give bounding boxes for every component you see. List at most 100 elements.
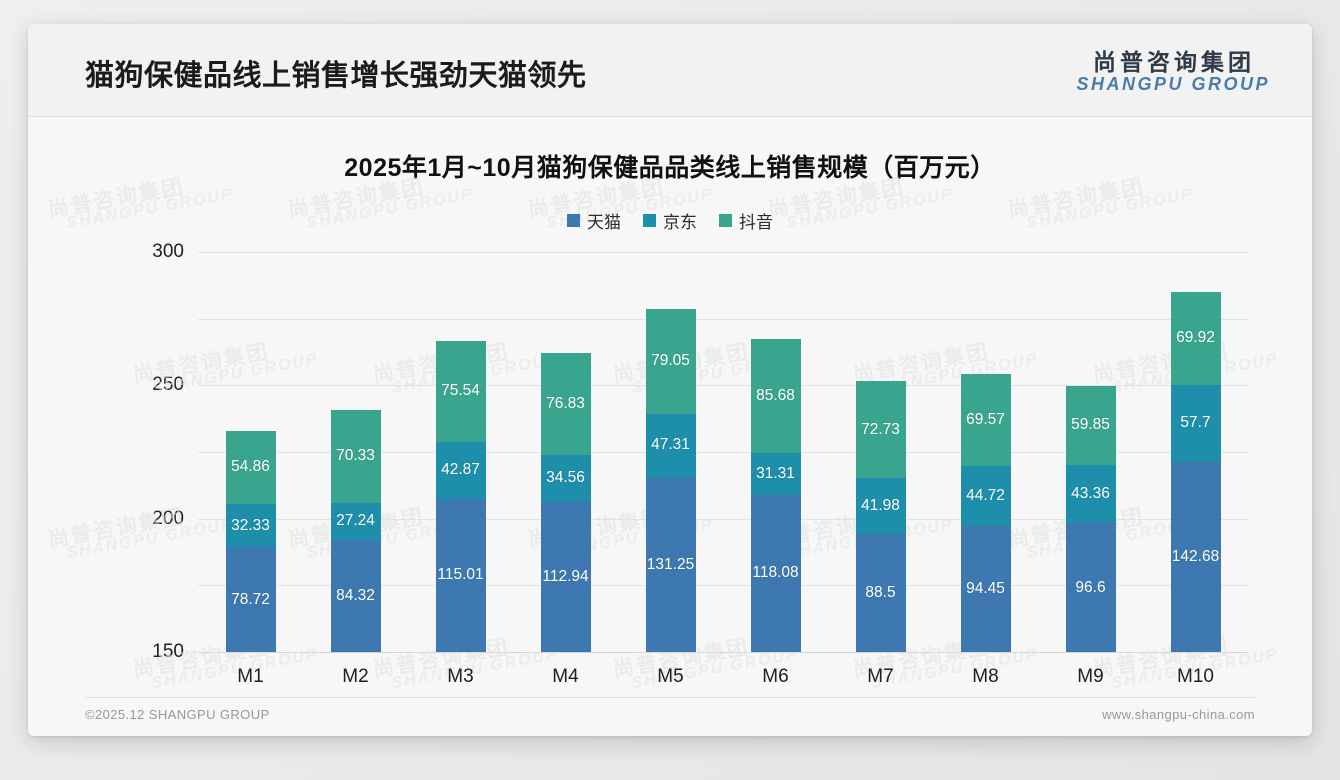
x-axis-tick-label: M10 [1177, 666, 1214, 687]
bar-segment-抖音[interactable]: 69.92 [1170, 291, 1221, 385]
bar-segment-天猫[interactable]: 112.94 [540, 501, 591, 652]
x-axis-tick-label: M9 [1077, 666, 1104, 687]
bar-group[interactable]: 72.73 41.98 88.5 M7 [855, 252, 906, 687]
y-axis-tick-label: 250 [152, 374, 184, 396]
bar-value-label: 47.31 [651, 436, 690, 454]
bar-group[interactable]: 59.85 43.36 96.6 M9 [1065, 252, 1116, 687]
bar-segment-京东[interactable]: 47.31 [645, 413, 696, 477]
legend-label: 京东 [663, 213, 697, 232]
gridline: 0 [198, 652, 1248, 653]
x-axis-tick-label: M2 [342, 666, 369, 687]
legend-item-京东[interactable]: 京东 [643, 208, 697, 233]
bar-value-label: 131.25 [646, 555, 695, 573]
x-axis-tick-label: M8 [972, 666, 999, 687]
bar-group[interactable]: 54.86 32.33 78.72 M1 [225, 252, 276, 687]
bar-segment-京东[interactable]: 27.24 [330, 503, 381, 540]
x-axis-tick-label: M4 [552, 666, 579, 687]
gridline: 300 [152, 241, 1248, 262]
legend-label: 天猫 [587, 213, 621, 232]
footer-copyright: ©2025.12 SHANGPU GROUP [85, 707, 270, 722]
legend-label: 抖音 [739, 213, 773, 232]
y-axis-tick-label: 200 [152, 507, 184, 529]
bar-group[interactable]: 79.05 47.31 131.25 M5 [645, 252, 696, 687]
brand-name-cn: 尚普咨询集团 [1092, 49, 1255, 75]
bar-group[interactable]: 76.83 34.56 112.94 M4 [540, 252, 591, 687]
bar-segment-天猫[interactable]: 84.32 [330, 539, 381, 652]
header-divider [28, 116, 1312, 117]
bar-segment-抖音[interactable]: 54.86 [225, 430, 276, 504]
bar-value-label: 88.5 [865, 584, 896, 601]
bar-value-label: 79.05 [651, 352, 690, 370]
bar-segment-京东[interactable]: 34.56 [540, 455, 591, 502]
bar-segment-抖音[interactable]: 59.85 [1065, 385, 1116, 466]
slide-header: 猫狗保健品线上销售增长强劲天猫领先 尚普咨询集团 SHANGPU GROUP [28, 24, 1312, 116]
chart-bars: 54.86 32.33 78.72 M1 70.33 27.24 84.32 M2 75.54 4… [198, 252, 1248, 687]
bar-group[interactable]: 69.57 44.72 94.45 M8 [960, 252, 1011, 687]
bar-value-label: 115.01 [437, 566, 484, 584]
y-axis-tick-label: 300 [152, 241, 184, 262]
legend-swatch-icon [643, 214, 656, 227]
bar-segment-抖音[interactable]: 72.73 [855, 381, 906, 479]
chart-plot-inner: 0 50 100 150 200 250 300 54.86 32.33 78.72 M1 70.3… [152, 241, 1248, 687]
bar-segment-天猫[interactable]: 96.6 [1065, 523, 1116, 652]
bar-segment-天猫[interactable]: 88.5 [855, 534, 906, 652]
bar-segment-天猫[interactable]: 94.45 [960, 526, 1011, 652]
x-axis-tick-label: M3 [447, 666, 474, 687]
bar-value-label: 41.98 [861, 497, 900, 515]
brand-logo: 尚普咨询集团 SHANGPU GROUP [1074, 50, 1270, 94]
bar-segment-抖音[interactable]: 69.57 [960, 373, 1011, 467]
bar-value-label: 27.24 [336, 512, 375, 530]
x-axis-tick-label: M7 [867, 666, 894, 687]
bar-segment-抖音[interactable]: 70.33 [330, 409, 381, 504]
bar-value-label: 43.36 [1071, 485, 1110, 503]
y-axis-tick-label: 150 [152, 641, 184, 662]
bar-segment-京东[interactable]: 41.98 [855, 478, 906, 534]
bar-segment-抖音[interactable]: 79.05 [645, 308, 696, 414]
gridline: 100 [198, 518, 1248, 520]
bar-segment-天猫[interactable]: 78.72 [225, 547, 276, 652]
bar-value-label: 76.83 [546, 395, 585, 413]
bar-value-label: 69.57 [966, 411, 1005, 429]
gridline: 250 [152, 318, 1248, 395]
bar-value-label: 142.68 [1171, 547, 1220, 565]
bar-segment-抖音[interactable]: 75.54 [435, 340, 486, 442]
bar-segment-京东[interactable]: 57.7 [1170, 384, 1221, 462]
bar-segment-京东[interactable]: 43.36 [1065, 465, 1116, 524]
legend-swatch-icon [567, 214, 580, 227]
legend-item-天猫[interactable]: 天猫 [567, 208, 621, 233]
bar-group[interactable]: 70.33 27.24 84.32 M2 [330, 252, 381, 687]
bar-value-label: 75.54 [441, 382, 480, 400]
bar-segment-天猫[interactable]: 142.68 [1170, 461, 1221, 652]
bar-segment-抖音[interactable]: 76.83 [540, 352, 591, 456]
bar-segment-天猫[interactable]: 115.01 [435, 498, 486, 652]
chart-title: 2025年1月~10月猫狗保健品品类线上销售规模（百万元） [344, 154, 996, 182]
bar-segment-天猫[interactable]: 118.08 [750, 494, 801, 652]
x-axis-tick-label: M5 [657, 666, 684, 687]
legend-swatch-icon [719, 214, 732, 227]
bar-segment-京东[interactable]: 44.72 [960, 466, 1011, 527]
bar-value-label: 34.56 [546, 469, 585, 487]
bar-value-label: 59.85 [1071, 416, 1110, 434]
bar-value-label: 69.92 [1176, 329, 1215, 347]
bar-group[interactable]: 75.54 42.87 115.01 M3 [435, 252, 486, 687]
bar-value-label: 85.68 [756, 386, 795, 404]
legend-item-抖音[interactable]: 抖音 [719, 208, 773, 233]
bar-value-label: 44.72 [966, 487, 1005, 505]
bar-value-label: 54.86 [231, 458, 270, 476]
brand-name-en: SHANGPU GROUP [1076, 74, 1270, 95]
bar-value-label: 57.7 [1180, 414, 1211, 432]
chart-legend: 天猫 京东 抖音 [28, 208, 1312, 233]
bar-value-label: 84.32 [336, 586, 375, 604]
bar-segment-京东[interactable]: 31.31 [750, 452, 801, 495]
bar-value-label: 31.31 [756, 464, 795, 482]
bar-segment-京东[interactable]: 32.33 [225, 503, 276, 548]
bar-value-label: 78.72 [231, 590, 270, 608]
bar-group[interactable]: 85.68 31.31 118.08 M6 [750, 252, 801, 687]
bar-segment-京东[interactable]: 42.87 [435, 441, 486, 499]
chart-plot-area: 0 50 100 150 200 250 300 54.86 32.33 78.72 M1 70.3… [28, 230, 1312, 690]
bar-group[interactable]: 69.92 57.7 142.68 M10 [1170, 252, 1221, 687]
bar-segment-天猫[interactable]: 131.25 [645, 477, 696, 652]
bar-segment-抖音[interactable]: 85.68 [750, 338, 801, 453]
bar-value-label: 118.08 [752, 564, 799, 582]
